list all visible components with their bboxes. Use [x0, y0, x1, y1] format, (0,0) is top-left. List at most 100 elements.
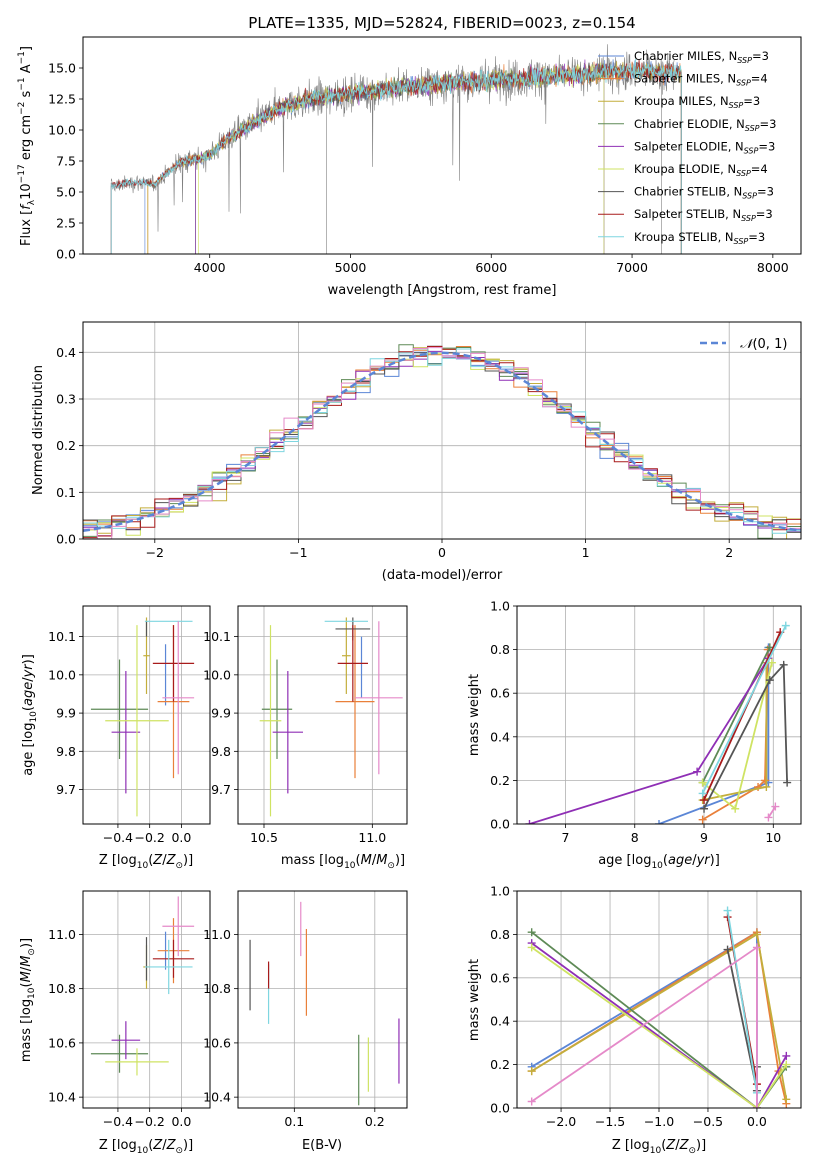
mass-weight-marker: [723, 945, 732, 954]
weight-age-xlabel: age [log10(age/yr)]: [598, 853, 720, 871]
az-ytick-label: 9.7: [56, 782, 76, 797]
mass-weight-marker: [779, 660, 788, 669]
mass-weight-marker: [698, 789, 707, 798]
am-ytick-label: 9.7: [211, 782, 231, 797]
az-ytick-label: 10.1: [48, 629, 76, 644]
mass-weight-line: [703, 662, 788, 810]
spectrum-legend: Chabrier MILES, NSSP=3 Salpeter MILES, NS…: [598, 49, 776, 246]
am-ytick-label: 10.0: [203, 667, 231, 682]
spec-xtick-label: 4000: [194, 260, 226, 275]
wa-xtick-label: 10: [765, 830, 781, 845]
mass-weight-marker: [781, 621, 790, 630]
weight-vs-metallicity-panel: −2.0 −1.5 −1.0 −0.5 0.0 0.0 0.2 0.4 0.6 0.8 1.0 Z …: [467, 884, 802, 1156]
mass-weight-marker: [527, 1097, 536, 1106]
mass-weight-marker: [700, 804, 709, 813]
mass-weight-marker: [771, 802, 780, 811]
spec-ytick-label: 7.5: [56, 154, 76, 169]
mass-weight-marker: [527, 928, 536, 937]
legend-label: Kroupa MILES, NSSP=3: [634, 94, 760, 110]
hist-ytick-label: 0.4: [56, 345, 76, 360]
mz-ytick-label: 10.4: [48, 1090, 76, 1105]
mass-weight-marker: [693, 767, 702, 776]
wz-ytick-label: 0.6: [490, 970, 510, 985]
residual-histogram-panel: −2 −1 0 1 2 0.0 0.1 0.2 0.3 0.4 (data-model)/erro…: [31, 321, 802, 583]
wz-xtick-label: 0.0: [747, 1114, 767, 1129]
mass-vs-extinction-panel: 0.1 0.2 10.4 10.6 10.8 11.0 E(B-V): [203, 890, 408, 1153]
az-xtick-label: −0.2: [134, 830, 164, 845]
me-ytick-label: 10.8: [203, 981, 231, 996]
wa-ytick-label: 0.6: [490, 686, 510, 701]
mass-weight-marker: [782, 1095, 791, 1104]
spec-ytick-label: 15.0: [48, 61, 76, 76]
age-z-xlabel: Z [log10(Z/Z⊙)]: [99, 853, 193, 871]
spec-xtick-label: 6000: [475, 260, 507, 275]
mass-z-xlabel: Z [log10(Z/Z⊙)]: [99, 1138, 193, 1156]
normal-distribution-curve: [83, 351, 801, 533]
mz-xtick-label: −0.4: [103, 1114, 133, 1129]
legend-label: Kroupa STELIB, NSSP=3: [634, 230, 765, 246]
mass-weight-marker: [700, 796, 709, 805]
mz-ytick-label: 11.0: [48, 927, 76, 942]
hist-xtick-label: −1: [289, 545, 307, 560]
hist-ytick-label: 0.1: [56, 485, 76, 500]
spec-xtick-label: 8000: [757, 260, 789, 275]
mass-weight-line: [767, 806, 777, 818]
model-spectrum-line: [110, 58, 682, 254]
spectrum-frame: [82, 36, 802, 255]
wz-xtick-label: −2.0: [546, 1114, 576, 1129]
me-ytick-label: 11.0: [203, 927, 231, 942]
mz-xtick-label: 0.0: [171, 1114, 191, 1129]
wa-ytick-label: 0.0: [490, 817, 510, 832]
wz-xtick-label: −0.5: [693, 1114, 723, 1129]
mass-weight-marker: [752, 930, 761, 939]
mass-weight-marker: [783, 778, 792, 787]
legend-label: Salpeter MILES, NSSP=4: [634, 72, 768, 88]
wz-ytick-label: 0.4: [490, 1014, 510, 1029]
mass-weight-marker: [655, 820, 663, 824]
me-ytick-label: 10.6: [203, 1035, 231, 1050]
weight-age-ylabel: mass weight: [467, 674, 482, 756]
hist-xtick-label: 2: [725, 545, 733, 560]
mass-weight-marker: [782, 1051, 791, 1060]
wz-ytick-label: 0.0: [490, 1101, 510, 1116]
mass-ebv-xlabel: E(B-V): [302, 1138, 342, 1153]
mass-weight-marker: [698, 778, 707, 787]
hist-ytick-label: 0.2: [56, 438, 76, 453]
mz-ytick-label: 10.6: [48, 1035, 76, 1050]
normal-legend-label: 𝒩(0, 1): [740, 337, 787, 352]
age-mass-frame: [237, 605, 408, 825]
spectrum-xlabel: wavelength [Angstrom, rest frame]: [328, 283, 557, 298]
me-ytick-label: 10.4: [203, 1090, 231, 1105]
age-z-frame: [82, 605, 211, 825]
wz-ytick-label: 0.2: [490, 1057, 510, 1072]
wa-xtick-label: 9: [700, 830, 708, 845]
mass-weight-marker: [527, 1067, 536, 1076]
spectrum-title: PLATE=1335, MJD=52824, FIBERID=0023, z=0…: [248, 14, 635, 32]
weight-z-xlabel: Z [log10(Z/Z⊙)]: [612, 1138, 706, 1156]
spec-ytick-label: 0.0: [56, 247, 76, 262]
az-ytick-label: 9.8: [56, 744, 76, 759]
legend-label: Salpeter STELIB, NSSP=3: [634, 207, 773, 223]
mass-z-ylabel: mass [log10(M/M⊙)]: [19, 938, 37, 1062]
legend-label: Chabrier STELIB, NSSP=3: [634, 185, 774, 201]
mass-weight-marker: [527, 943, 536, 952]
legend-label: Kroupa ELODIE, NSSP=4: [634, 162, 768, 178]
mass-weight-line: [703, 631, 782, 801]
mass-weight-line: [531, 946, 788, 1108]
hist-xtick-label: 1: [582, 545, 590, 560]
age-z-ylabel: age [log10(age/yr)]: [21, 654, 39, 776]
histogram-legend: 𝒩(0, 1): [700, 337, 787, 352]
wz-ytick-label: 0.8: [490, 927, 510, 942]
mass-weight-marker: [782, 1060, 791, 1069]
wa-ytick-label: 0.2: [490, 773, 510, 788]
mass-weight-marker: [752, 943, 761, 952]
wa-ytick-label: 0.8: [490, 642, 510, 657]
spec-ytick-label: 2.5: [56, 216, 76, 231]
histogram-xlabel: (data-model)/error: [382, 568, 503, 583]
spec-ytick-label: 12.5: [48, 92, 76, 107]
am-ytick-label: 10.1: [203, 629, 231, 644]
mz-ytick-label: 10.8: [48, 981, 76, 996]
mass-ebv-frame: [237, 890, 408, 1109]
mass-weight-line: [726, 910, 758, 1093]
spec-ytick-label: 5.0: [56, 185, 76, 200]
